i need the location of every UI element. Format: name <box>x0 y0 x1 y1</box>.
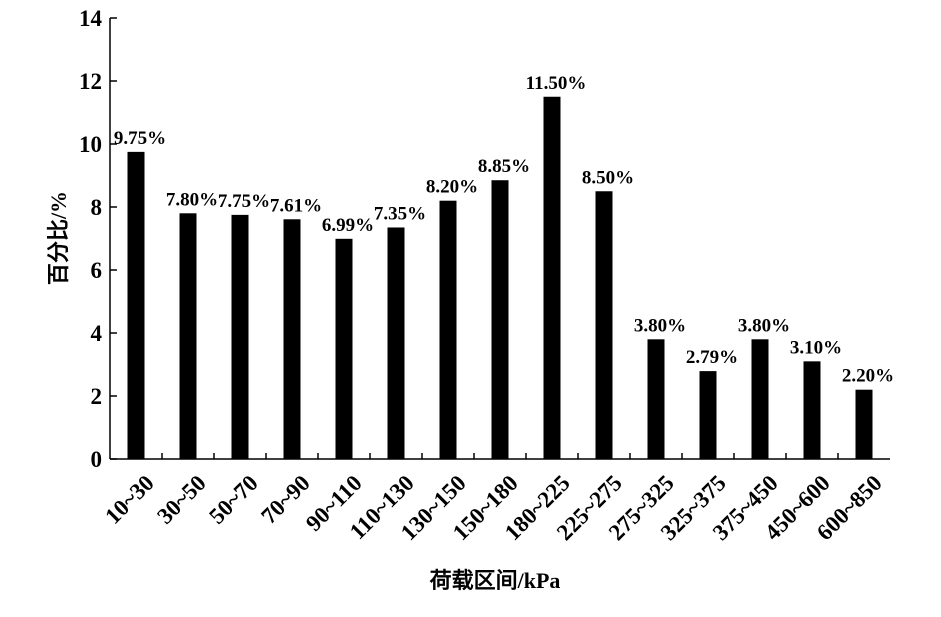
value-label: 11.50% <box>526 73 587 94</box>
value-label: 8.20% <box>426 177 478 198</box>
value-label: 9.75% <box>114 128 166 149</box>
x-tick-label: 30~50 <box>152 470 211 529</box>
y-tick-label: 0 <box>91 447 103 472</box>
bar <box>283 219 301 459</box>
bar <box>127 151 145 459</box>
value-label: 7.35% <box>374 203 426 224</box>
y-tick-label: 6 <box>91 258 103 283</box>
y-axis-label: 百分比/% <box>46 191 71 285</box>
bar <box>439 200 457 459</box>
value-label: 7.61% <box>270 195 322 216</box>
value-label: 7.75% <box>218 191 270 212</box>
bar <box>803 361 821 459</box>
value-label: 8.50% <box>582 167 634 188</box>
bar <box>647 339 665 459</box>
y-tick-label: 2 <box>91 384 103 409</box>
value-label: 2.20% <box>842 366 894 387</box>
bar <box>595 191 613 459</box>
bar <box>699 371 717 459</box>
bar <box>387 227 405 459</box>
value-label: 2.79% <box>686 347 738 368</box>
value-label: 3.80% <box>634 315 686 336</box>
y-tick-label: 14 <box>79 6 103 31</box>
bar <box>335 238 353 459</box>
y-tick-label: 10 <box>79 132 102 157</box>
bar <box>491 180 509 459</box>
value-label: 6.99% <box>322 215 374 236</box>
value-label: 8.85% <box>478 156 530 177</box>
bar <box>751 339 769 459</box>
x-tick-label: 50~70 <box>204 470 263 529</box>
value-label: 3.10% <box>790 337 842 358</box>
bar <box>543 96 561 459</box>
value-label: 3.80% <box>738 315 790 336</box>
bar <box>231 214 249 459</box>
y-tick-label: 8 <box>91 195 103 220</box>
value-label: 7.80% <box>166 189 218 210</box>
bar <box>179 213 197 459</box>
y-tick-label: 12 <box>79 69 102 94</box>
x-axis-label: 荷载区间/kPa <box>430 568 561 593</box>
bar <box>855 389 873 459</box>
x-tick-label: 10~30 <box>100 470 159 529</box>
y-tick-label: 4 <box>91 321 103 346</box>
